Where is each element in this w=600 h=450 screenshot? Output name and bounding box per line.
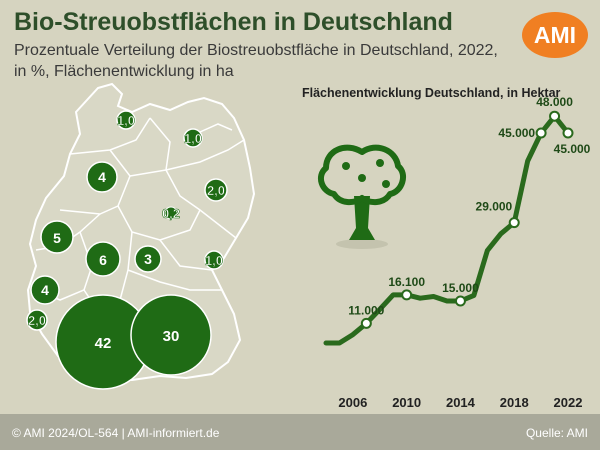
data-point: [535, 127, 547, 139]
bubble-label: 0,2: [162, 206, 180, 221]
bubble-he: 6: [85, 241, 121, 277]
map-bubbles: 1,0 1,0 4 2,0 0,2 5 6 3 1,0 4 2,0 42 30: [26, 110, 228, 390]
bubble-rp: 4: [30, 275, 60, 305]
x-tick-label: 2014: [446, 395, 476, 410]
data-label: 15.000: [442, 281, 479, 295]
page-title: Bio-Streuobstflächen in Deutschland: [14, 8, 453, 36]
bubble-label: 4: [41, 282, 49, 298]
bubble-th: 3: [134, 245, 162, 273]
bubble-label: 1,0: [117, 113, 135, 128]
data-point: [562, 127, 574, 139]
bubble-label: 1,0: [184, 131, 202, 146]
bubble-st: 0,2: [162, 206, 181, 222]
subtitle-line-1: Prozentuale Verteilung der Biostreuobstf…: [14, 42, 498, 59]
data-point: [360, 317, 372, 329]
data-point: [401, 289, 413, 301]
bubble-nw: 5: [40, 220, 74, 254]
bubble-mv: 1,0: [183, 128, 203, 148]
bubble-label: 3: [144, 251, 152, 267]
x-tick-label: 2022: [554, 395, 583, 410]
ami-logo: AMI: [522, 12, 588, 58]
bubble-label: 2,0: [207, 183, 225, 198]
data-label: 45.000: [498, 126, 535, 140]
subtitle: Prozentuale Verteilung der Biostreuobstf…: [14, 40, 498, 82]
bubble-label: 2,0: [28, 313, 46, 328]
x-tick-label: 2010: [392, 395, 421, 410]
data-label: 48.000: [536, 95, 573, 109]
tree-icon: [317, 144, 407, 249]
bubble-label: 6: [99, 252, 107, 268]
data-point: [454, 295, 466, 307]
infographic-canvas: 1,0 1,0 4 2,0 0,2 5 6 3 1,0 4 2,0 42 30 …: [26, 82, 591, 410]
bubble-sh: 1,0: [116, 110, 136, 130]
bubble-label: 4: [98, 169, 106, 185]
footer-source: Quelle: AMI: [525, 426, 588, 440]
footer: © AMI 2024/OL-564 | AMI-informiert.de Qu…: [0, 414, 600, 450]
line-chart: 11.000 16.100 15.000 29.000 45.000 48.000 45.0…: [323, 95, 591, 410]
bubble-label: 42: [95, 335, 112, 352]
data-label: 11.000: [348, 303, 384, 317]
footer-copyright: © AMI 2024/OL-564 | AMI-informiert.de: [12, 426, 220, 440]
chart-title: Flächenentwicklung Deutschland, in Hekta…: [302, 86, 561, 100]
x-tick-label: 2018: [500, 395, 529, 410]
bubble-sl: 2,0: [26, 309, 48, 331]
data-label: 16.100: [388, 275, 425, 289]
bubble-by: 30: [130, 294, 212, 376]
data-point: [549, 110, 561, 122]
x-tick-label: 2006: [338, 395, 367, 410]
bubble-label: 5: [53, 230, 61, 246]
subtitle-line-2: in %, Flächenentwicklung in ha: [14, 63, 234, 80]
bubble-bw: 42: [55, 294, 151, 390]
data-label: 45.000: [554, 142, 591, 156]
data-point: [508, 217, 520, 229]
bubble-sn: 1,0: [204, 250, 224, 270]
bubble-label: 30: [163, 328, 180, 345]
bubble-label: 1,0: [205, 253, 223, 268]
bubble-bb: 2,0: [204, 178, 228, 202]
data-label: 29.000: [476, 200, 513, 214]
bubble-ni: 4: [86, 161, 118, 193]
